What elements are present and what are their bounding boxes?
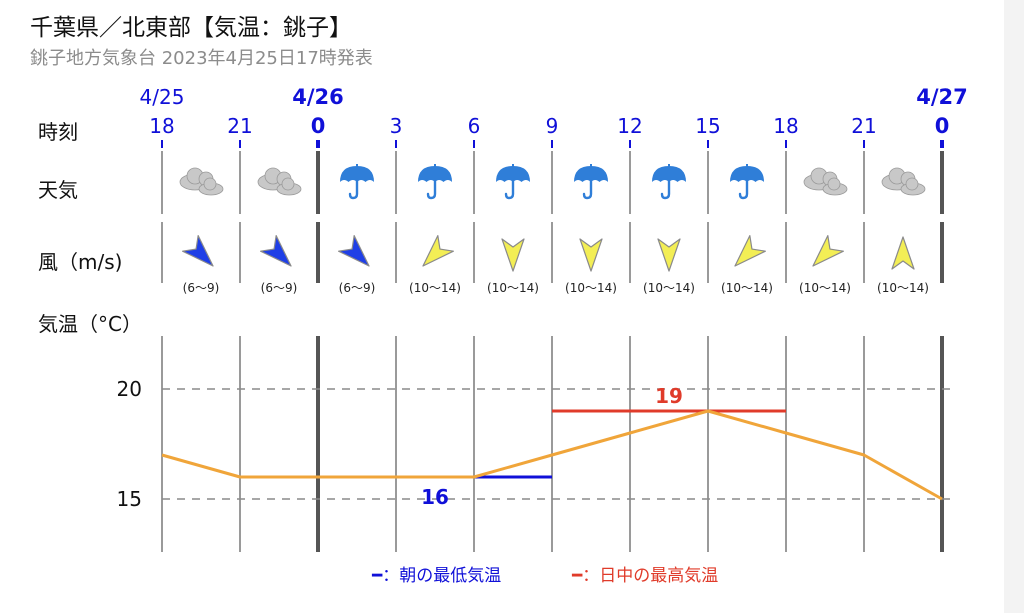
date-label: 4/25 xyxy=(140,85,185,109)
legend-min: ━：朝の最低気温 xyxy=(371,566,501,586)
wind-speed-label: (10〜14) xyxy=(565,281,617,295)
hour-label: 15 xyxy=(695,114,720,138)
date-label: 4/27 xyxy=(916,85,968,109)
wind-arrow-icon xyxy=(501,238,525,272)
wind-arrow-icon xyxy=(260,235,292,267)
y-tick-label: 20 xyxy=(117,377,142,401)
wind-arrow-icon xyxy=(812,235,844,267)
wind-speed-label: (6〜9) xyxy=(339,281,376,295)
wind-arrow-icon xyxy=(579,238,603,272)
umbrella-icon xyxy=(496,164,530,200)
max-temp-label: 19 xyxy=(655,384,683,408)
page-title: 千葉県／北東部【気温：銚子】 xyxy=(30,15,352,41)
wind-speed-label: (10〜14) xyxy=(487,281,539,295)
hour-label: 21 xyxy=(227,114,252,138)
legend-max: ━：日中の最高気温 xyxy=(571,566,718,586)
min-temp-label: 16 xyxy=(421,485,449,509)
umbrella-icon xyxy=(574,164,608,200)
hour-label: 3 xyxy=(390,114,403,138)
wind-arrow-icon xyxy=(422,235,454,267)
date-label: 4/26 xyxy=(292,85,344,109)
wind-speed-label: (6〜9) xyxy=(261,281,298,295)
wind-speed-label: (10〜14) xyxy=(409,281,461,295)
wind-row-label: 風（m/s) xyxy=(38,250,123,274)
hour-label: 21 xyxy=(851,114,876,138)
wind-arrow-icon xyxy=(734,235,766,267)
hour-label: 6 xyxy=(468,114,481,138)
y-tick-label: 15 xyxy=(117,487,142,511)
wind-speed-label: (10〜14) xyxy=(799,281,851,295)
wind-arrow-icon xyxy=(891,236,915,270)
cloud-icon xyxy=(881,167,926,196)
wind-speed-label: (10〜14) xyxy=(721,281,773,295)
temp-row-label: 気温（°C） xyxy=(38,312,142,336)
hour-label: 0 xyxy=(311,114,326,138)
wind-arrow-icon xyxy=(338,235,370,267)
hour-label: 12 xyxy=(617,114,642,138)
wind-arrow-icon xyxy=(657,238,681,272)
wind-speed-label: (10〜14) xyxy=(643,281,695,295)
cloud-icon xyxy=(803,167,848,196)
time-row-label: 時刻 xyxy=(38,120,78,144)
hour-label: 0 xyxy=(935,114,950,138)
wind-speed-label: (10〜14) xyxy=(877,281,929,295)
wind-arrow-icon xyxy=(182,235,214,267)
hour-label: 18 xyxy=(773,114,798,138)
page-subtitle: 銚子地方気象台 2023年4月25日17時発表 xyxy=(30,48,373,69)
hour-label: 18 xyxy=(149,114,174,138)
weather-row-label: 天気 xyxy=(38,178,78,202)
umbrella-icon xyxy=(652,164,686,200)
umbrella-icon xyxy=(730,164,764,200)
wind-speed-label: (6〜9) xyxy=(183,281,220,295)
cloud-icon xyxy=(257,167,302,196)
umbrella-icon xyxy=(418,164,452,200)
cloud-icon xyxy=(179,167,224,196)
umbrella-icon xyxy=(340,164,374,200)
hour-label: 9 xyxy=(546,114,559,138)
